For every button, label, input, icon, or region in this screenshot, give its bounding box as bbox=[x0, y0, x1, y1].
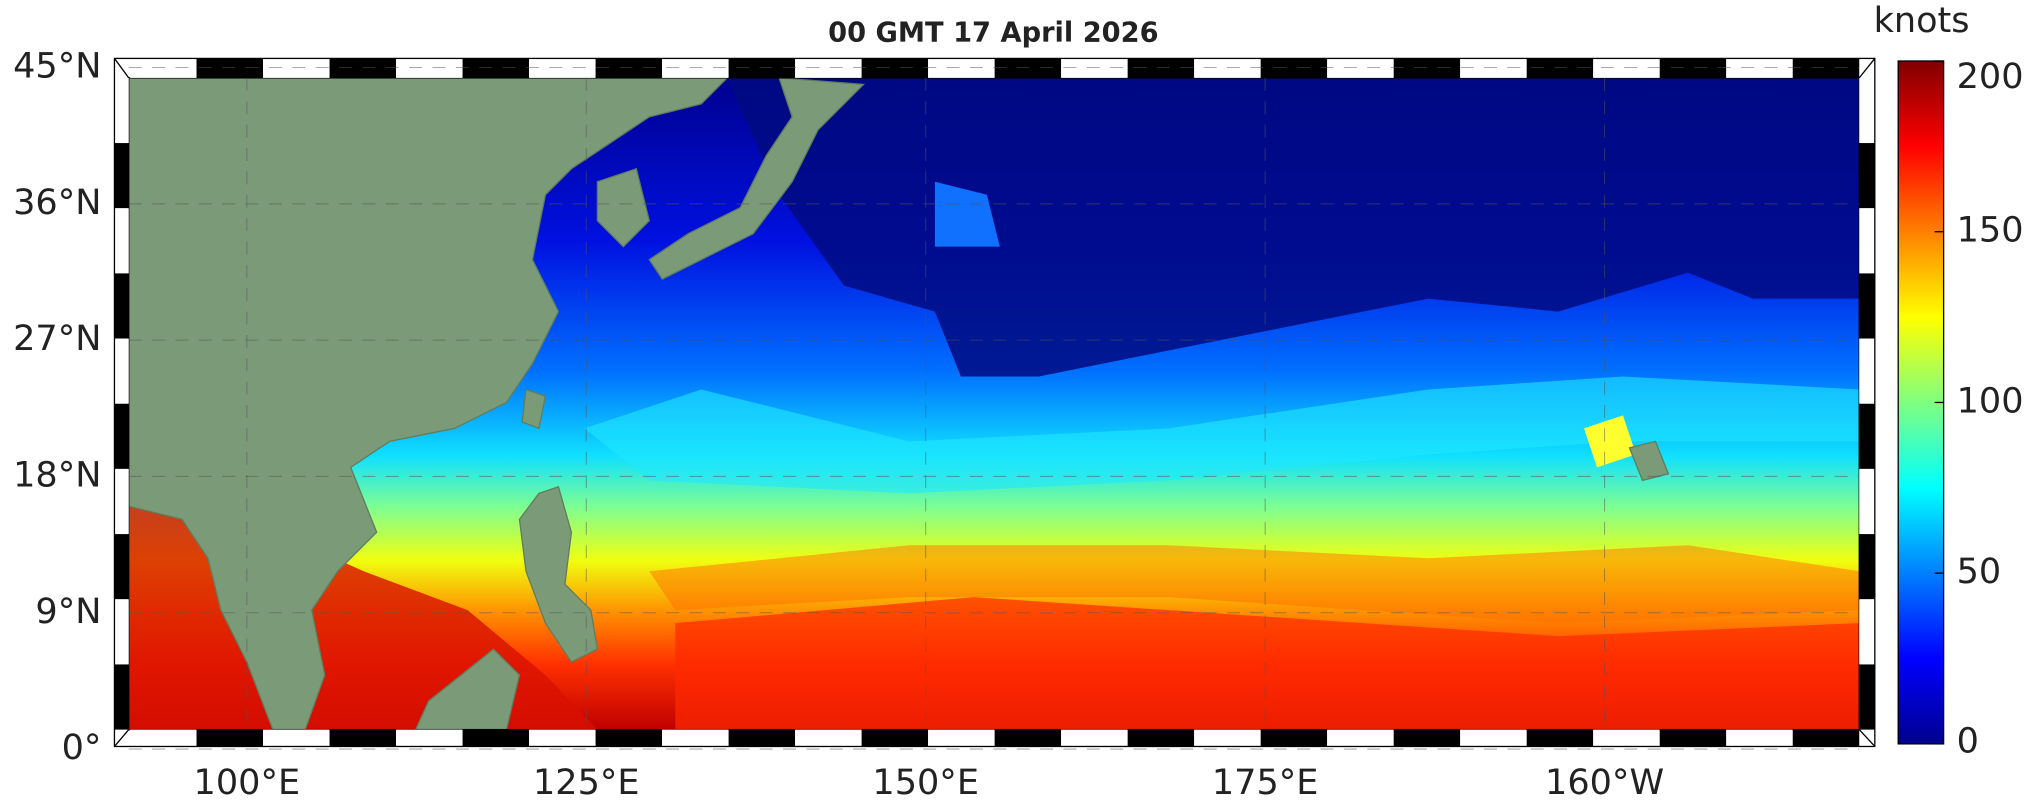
frame-segment bbox=[728, 729, 796, 747]
frame-segment bbox=[1593, 58, 1660, 78]
frame-segment bbox=[114, 338, 129, 404]
frame-segment bbox=[1859, 143, 1875, 209]
frame-segment bbox=[529, 58, 596, 78]
frame-segment bbox=[994, 729, 1062, 747]
frame-segment bbox=[396, 58, 463, 78]
x-tick-label: 175°E bbox=[1212, 762, 1319, 801]
frame-segment bbox=[1460, 58, 1527, 78]
frame-segment bbox=[1127, 58, 1195, 78]
frame-segment bbox=[662, 729, 729, 747]
frame-segment bbox=[728, 58, 796, 78]
frame-segment bbox=[1659, 58, 1727, 78]
frame-segment bbox=[1260, 58, 1328, 78]
frame-corner bbox=[1858, 58, 1876, 79]
x-tick-label: 150°E bbox=[872, 762, 979, 801]
frame-segment bbox=[1792, 58, 1860, 78]
frame-segment bbox=[1393, 729, 1461, 747]
x-tick-label: 100°E bbox=[194, 762, 301, 801]
frame-corner bbox=[113, 58, 130, 79]
frame-segment bbox=[928, 729, 995, 747]
frame-outline bbox=[113, 57, 1876, 748]
land bbox=[128, 77, 1670, 730]
frame-segment bbox=[1726, 729, 1793, 747]
frame-segment bbox=[130, 729, 197, 747]
frame-segment bbox=[1859, 273, 1875, 339]
frame-segment bbox=[1194, 729, 1261, 747]
frame-segment bbox=[1061, 58, 1128, 78]
frame-segment bbox=[1792, 729, 1860, 747]
frame-segment bbox=[396, 729, 463, 747]
frame-segment bbox=[861, 729, 929, 747]
frame-segment bbox=[114, 143, 129, 209]
frame-segment bbox=[529, 729, 596, 747]
frame-corner bbox=[113, 729, 130, 747]
frame-corner bbox=[1858, 729, 1876, 747]
frame-segment bbox=[462, 58, 530, 78]
frame-segment bbox=[1859, 208, 1875, 274]
frame-segment bbox=[1061, 729, 1128, 747]
frame-segment bbox=[263, 729, 330, 747]
frame-segment bbox=[795, 58, 862, 78]
frame-segment bbox=[114, 534, 129, 600]
frame-segment bbox=[1859, 338, 1875, 404]
y-tick-label: 0° bbox=[62, 727, 102, 768]
frame-segment bbox=[114, 77, 129, 144]
frame-segment bbox=[1127, 729, 1195, 747]
frame-segment bbox=[795, 729, 862, 747]
y-tick-label: 45°N bbox=[13, 46, 101, 87]
frame-segment bbox=[662, 58, 729, 78]
colorbar-tick-label: 150 bbox=[1957, 210, 2024, 251]
frame-segment bbox=[114, 208, 129, 274]
frame-segment bbox=[462, 729, 530, 747]
frame-segment bbox=[1327, 58, 1394, 78]
frame-segment bbox=[263, 58, 330, 78]
frame-segment bbox=[994, 58, 1062, 78]
y-tick-label: 18°N bbox=[13, 454, 101, 495]
frame-segment bbox=[329, 729, 397, 747]
frame-segment bbox=[114, 599, 129, 665]
x-tick-label: 125°E bbox=[533, 762, 640, 801]
y-tick-label: 36°N bbox=[13, 182, 101, 223]
frame-segment bbox=[595, 729, 663, 747]
colorbar-tick-label: 200 bbox=[1957, 56, 2024, 97]
frame-segment bbox=[928, 58, 995, 78]
frame-segment bbox=[1526, 729, 1594, 747]
frame-segment bbox=[595, 58, 663, 78]
frame-segment bbox=[1859, 599, 1875, 665]
colorbar-tick-label: 50 bbox=[1957, 551, 2002, 592]
frame-segment bbox=[329, 58, 397, 78]
x-tick-label: 160°W bbox=[1545, 762, 1664, 801]
colorbar-tick-label: 100 bbox=[1957, 380, 2024, 421]
frame-segment bbox=[1859, 534, 1875, 600]
y-tick-label: 27°N bbox=[13, 318, 101, 359]
frame-segment bbox=[1327, 729, 1394, 747]
frame-segment bbox=[130, 58, 197, 78]
frame-segment bbox=[1460, 729, 1527, 747]
frame-segment bbox=[114, 273, 129, 339]
frame-segment bbox=[196, 729, 264, 747]
frame-segment bbox=[1726, 58, 1793, 78]
frame-segment bbox=[1859, 664, 1875, 730]
wind-field bbox=[128, 77, 1860, 730]
frame-segment bbox=[1526, 58, 1594, 78]
frame-segment bbox=[1194, 58, 1261, 78]
y-tick-label: 9°N bbox=[35, 591, 101, 632]
frame-segment bbox=[1859, 403, 1875, 469]
frame-segment bbox=[1593, 729, 1660, 747]
colorbar-label: knots bbox=[1874, 0, 1970, 41]
frame-segment bbox=[861, 58, 929, 78]
frame-segment bbox=[1260, 729, 1328, 747]
frame-segment bbox=[1859, 468, 1875, 535]
map-title: 00 GMT 17 April 2026 bbox=[828, 17, 1158, 48]
frame-segment bbox=[196, 58, 264, 78]
frame-segment bbox=[114, 468, 129, 535]
frame-segment bbox=[1659, 729, 1727, 747]
frame-segment bbox=[114, 664, 129, 730]
frame-segment bbox=[1393, 58, 1461, 78]
colorbar-tick-label: 0 bbox=[1957, 721, 1979, 762]
frame-segment bbox=[114, 403, 129, 469]
frame-segment bbox=[1859, 77, 1875, 144]
